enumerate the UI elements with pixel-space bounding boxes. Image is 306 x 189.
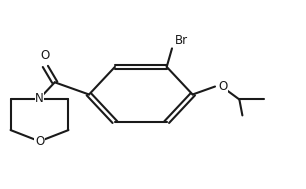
Text: O: O [35, 135, 44, 148]
Text: O: O [41, 49, 50, 62]
Text: O: O [218, 80, 227, 93]
Text: Br: Br [175, 33, 188, 46]
Text: N: N [35, 92, 44, 105]
